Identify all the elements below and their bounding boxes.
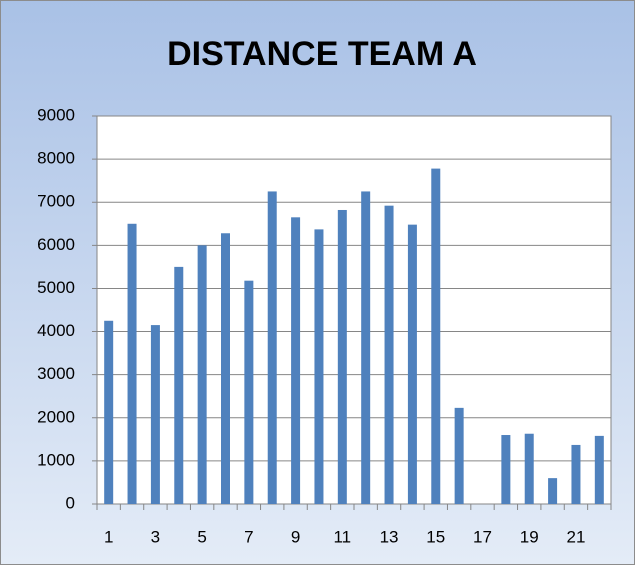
y-tick-label: 4000 (37, 321, 75, 340)
x-tick-label: 3 (151, 527, 160, 546)
y-tick-label: 6000 (37, 235, 75, 254)
y-tick-label: 3000 (37, 364, 75, 383)
y-tick-label: 1000 (37, 450, 75, 469)
bar (431, 168, 441, 504)
y-tick-label: 7000 (37, 192, 75, 211)
bar (150, 325, 160, 504)
bar (501, 435, 511, 504)
bar (127, 223, 137, 504)
y-tick-label: 8000 (37, 149, 75, 168)
bar (594, 435, 604, 504)
plot-area (96, 115, 612, 505)
bar (197, 245, 207, 505)
x-tick-label: 7 (244, 527, 253, 546)
x-tick-label: 21 (566, 527, 585, 546)
bar (571, 444, 581, 504)
bar (548, 478, 558, 504)
chart-title: DISTANCE TEAM A (167, 35, 477, 73)
bar (314, 229, 324, 505)
bar (524, 433, 534, 504)
y-tick-label: 9000 (37, 105, 75, 124)
bar (174, 266, 184, 504)
x-tick-label: 1 (104, 527, 113, 546)
bar (104, 320, 114, 504)
bar (337, 209, 347, 504)
bar (221, 233, 230, 505)
x-tick-label: 17 (473, 527, 492, 546)
bar (454, 407, 464, 504)
x-tick-label: 9 (291, 527, 300, 546)
bar (267, 191, 277, 504)
x-tick-label: 5 (197, 527, 206, 546)
y-tick-label: 5000 (37, 278, 75, 297)
bar (384, 205, 394, 504)
y-tick-label: 0 (66, 493, 75, 512)
bar (244, 280, 254, 504)
x-tick-label: 19 (520, 527, 539, 546)
x-tick-label: 13 (380, 527, 399, 546)
bar (361, 191, 371, 504)
x-tick-label: 15 (426, 527, 445, 546)
bar (291, 217, 301, 505)
y-tick-label: 2000 (37, 407, 75, 426)
x-tick-label: 11 (333, 527, 351, 546)
bar (407, 224, 417, 504)
